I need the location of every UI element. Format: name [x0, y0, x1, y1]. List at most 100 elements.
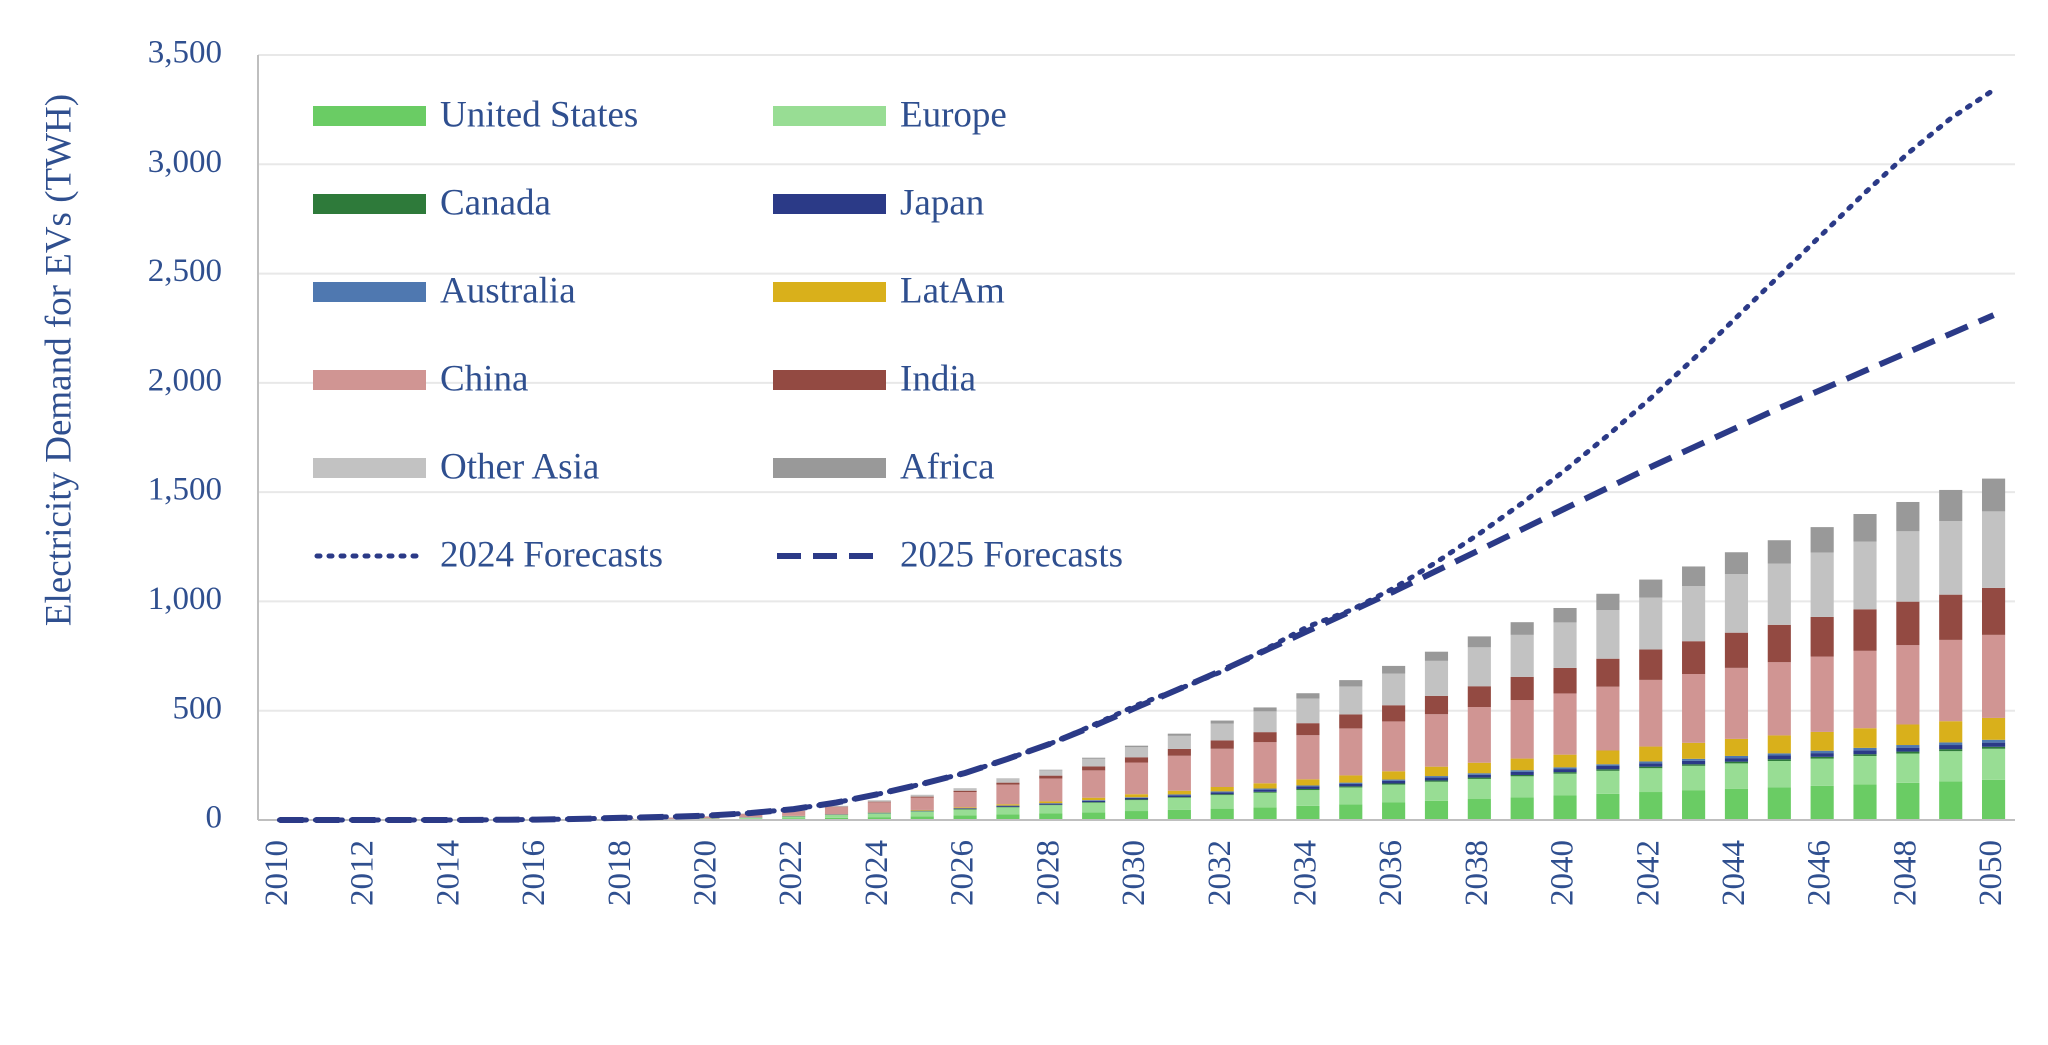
- bar-segment: [1424, 651, 1449, 661]
- legend-label: India: [900, 358, 976, 399]
- legend-swatch: [313, 370, 426, 390]
- legend-swatch: [313, 458, 426, 478]
- bar-segment: [1124, 762, 1149, 795]
- bar-segment: [1682, 566, 1706, 587]
- bar-segment: [1382, 802, 1406, 820]
- x-tick-label: 2026: [945, 840, 981, 906]
- bar-segment: [953, 792, 977, 808]
- x-tick-label: 2012: [345, 840, 381, 906]
- bar-segment: [1853, 747, 1877, 751]
- bar-segment: [1210, 791, 1234, 793]
- bar-segment: [1596, 769, 1620, 771]
- bar-segment: [1596, 793, 1620, 820]
- bar-segment: [1253, 791, 1277, 793]
- bar-segment: [1039, 805, 1063, 814]
- bar-segment: [1982, 587, 2006, 635]
- bar-segment: [782, 811, 806, 816]
- bar-segment: [1210, 786, 1234, 792]
- bar-segment: [1939, 489, 1963, 521]
- x-tick-label: 2042: [1630, 840, 1666, 906]
- bar-segment: [1639, 761, 1663, 764]
- bar-segment: [867, 801, 891, 803]
- bar-segment: [910, 811, 934, 817]
- bar-segment: [1253, 707, 1277, 712]
- bar-segment: [1639, 792, 1663, 820]
- bar-segment: [782, 816, 806, 819]
- bar-segment: [1124, 811, 1149, 820]
- bar-segment: [1253, 742, 1277, 784]
- y-tick-label: 1,000: [148, 581, 222, 617]
- bar-segment: [1424, 660, 1449, 696]
- bar-segment: [1424, 800, 1449, 820]
- bar-segment: [1124, 799, 1149, 801]
- bar-segment: [1724, 763, 1749, 789]
- bar-segment: [1167, 809, 1191, 820]
- bar-segment: [1253, 807, 1277, 820]
- bar-segment: [953, 807, 977, 809]
- x-tick-label: 2020: [688, 840, 724, 906]
- y-tick-label: 0: [206, 800, 223, 836]
- bar-segment: [1167, 790, 1191, 795]
- y-tick-label: 2,500: [148, 253, 222, 289]
- bar-segment: [1853, 609, 1877, 651]
- bar-segment: [1039, 769, 1063, 771]
- bar-segment: [1553, 773, 1577, 796]
- x-tick-label: 2048: [1887, 840, 1923, 906]
- bar-segment: [1510, 774, 1534, 777]
- x-tick-label: 2050: [1973, 840, 2009, 906]
- bar-segment: [1082, 802, 1106, 803]
- bar-segment: [996, 807, 1020, 815]
- bar-segment: [1639, 768, 1663, 793]
- bar-segment: [1210, 794, 1234, 796]
- bar-segment: [1039, 813, 1063, 820]
- bar-segment: [1982, 779, 2006, 820]
- bar-segment: [1339, 783, 1363, 787]
- bar-segment: [1082, 797, 1106, 801]
- bar-segment: [1596, 766, 1620, 770]
- bar-segment: [1810, 552, 1834, 617]
- bar-segment: [1724, 552, 1749, 575]
- bar-segment: [1467, 799, 1491, 820]
- bar-segment: [1339, 804, 1363, 820]
- bar-segment: [1896, 751, 1920, 754]
- bar-segment: [1124, 745, 1149, 748]
- bar-segment: [1853, 750, 1877, 755]
- bar-segment: [1467, 774, 1491, 778]
- x-tick-label: 2010: [259, 840, 295, 906]
- bar-segment: [1296, 698, 1320, 724]
- bar-segment: [1510, 776, 1534, 798]
- bar-segment: [1767, 540, 1791, 564]
- x-tick-label: 2024: [859, 840, 895, 906]
- bar-segment: [1596, 770, 1620, 794]
- bar-segment: [1853, 514, 1877, 542]
- legend-label: 2024 Forecasts: [440, 534, 663, 575]
- bar-segment: [1853, 755, 1877, 785]
- bar-segment: [1210, 720, 1234, 724]
- bar-segment: [1296, 723, 1320, 736]
- bar-segment: [1982, 748, 2006, 780]
- bar-segment: [1253, 783, 1277, 789]
- bar-segment: [1939, 742, 1963, 746]
- bar-segment: [1467, 773, 1491, 775]
- legend-swatch: [313, 106, 426, 126]
- bar-segment: [1639, 649, 1663, 680]
- bar-segment: [953, 788, 977, 791]
- bar-segment: [1339, 787, 1363, 805]
- bar-segment: [1553, 754, 1577, 768]
- bar-segment: [1039, 778, 1063, 802]
- bar-segment: [1210, 808, 1234, 820]
- bar-segment: [1810, 753, 1834, 757]
- bar-segment: [1124, 757, 1149, 763]
- bar-segment: [1853, 650, 1877, 729]
- bar-segment: [1339, 680, 1363, 687]
- legend-swatch: [773, 106, 886, 126]
- bar-segment: [1210, 723, 1234, 741]
- bar-segment: [1596, 686, 1620, 751]
- bar-segment: [1596, 764, 1620, 767]
- bar-segment: [1896, 501, 1920, 532]
- bar-segment: [1724, 574, 1749, 633]
- x-tick-label: 2044: [1716, 840, 1752, 906]
- bar-segment: [1982, 739, 2006, 743]
- x-tick-label: 2030: [1116, 840, 1152, 906]
